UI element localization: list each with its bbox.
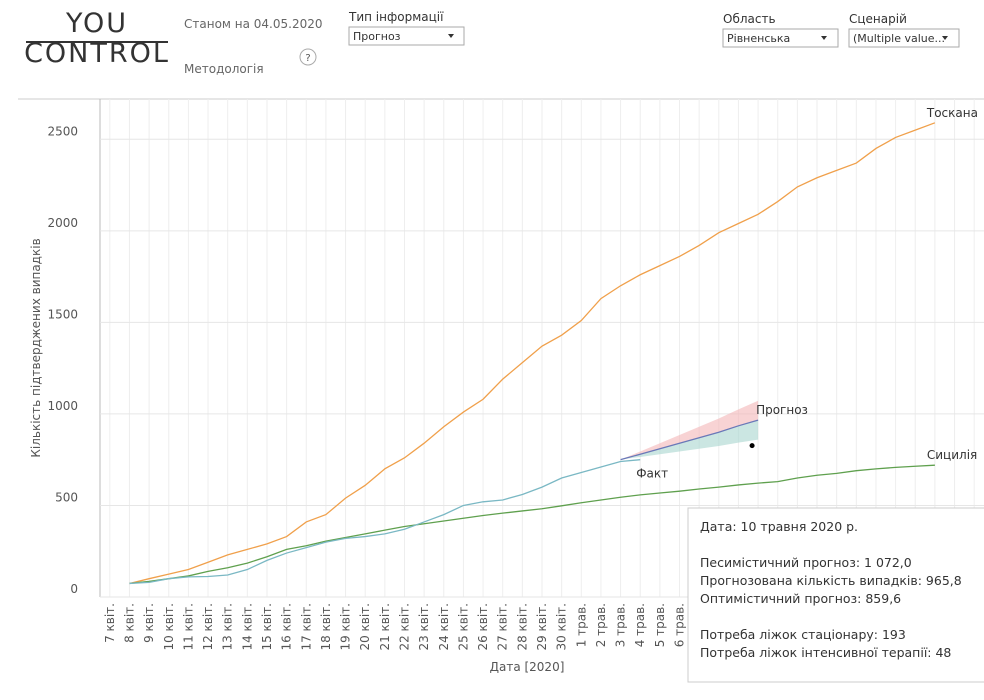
tooltip-line: Прогнозована кількість випадків: 965,8 xyxy=(700,573,962,588)
series-line xyxy=(129,122,936,585)
x-tick-label: 3 трав. xyxy=(614,603,628,647)
x-tick-label: 7 квіт. xyxy=(103,603,117,643)
series-label: Тоскана xyxy=(926,106,978,120)
x-tick-label: 22 квіт. xyxy=(397,603,411,651)
x-tick-label: 21 квіт. xyxy=(378,603,392,651)
x-tick-label: 18 квіт. xyxy=(319,603,333,651)
x-tick-label: 25 квіт. xyxy=(456,603,470,651)
x-tick-label: 23 квіт. xyxy=(417,603,431,651)
x-tick-label: 19 квіт. xyxy=(339,603,353,651)
hover-dot xyxy=(749,443,755,449)
dropdown-value: (Multiple value... xyxy=(853,32,945,45)
y-tick-label: 0 xyxy=(70,582,78,596)
y-tick-label: 500 xyxy=(55,490,78,504)
x-tick-label: 6 трав. xyxy=(673,603,687,647)
tooltip-line: Песимістичний прогноз: 1 072,0 xyxy=(700,555,912,570)
x-tick-label: 16 квіт. xyxy=(280,603,294,651)
series-label: Прогноз xyxy=(756,403,808,417)
x-tick-label: 9 квіт. xyxy=(142,603,156,643)
as-of: Станом на 04.05.2020 xyxy=(184,17,323,31)
filter-label: Область xyxy=(723,12,776,26)
dropdown-arrow xyxy=(821,36,827,40)
y-tick-label: 2500 xyxy=(47,124,78,138)
tooltip-box xyxy=(687,507,984,683)
tooltip-line: Потреба ліжок стаціонару: 193 xyxy=(700,627,906,642)
methodology[interactable]: Методологія xyxy=(184,62,264,76)
x-tick-label: 24 квіт. xyxy=(437,603,451,651)
dropdown[interactable] xyxy=(848,28,960,48)
x-tick-label: 15 квіт. xyxy=(260,603,274,651)
x-tick-label: 30 квіт. xyxy=(555,603,569,651)
x-tick-label: 2 трав. xyxy=(594,603,608,647)
logo: CONTROL xyxy=(24,38,170,69)
x-tick-label: 29 квіт. xyxy=(535,603,549,651)
series-label: Факт xyxy=(636,467,668,481)
x-tick-label: 20 квіт. xyxy=(358,603,372,651)
x-tick-label: 26 квіт. xyxy=(476,603,490,651)
x-tick-label: 14 квіт. xyxy=(240,603,254,651)
tooltip-line: Потреба ліжок інтенсивної терапії: 48 xyxy=(700,645,951,660)
filter-label: Сценарій xyxy=(849,12,907,26)
x-tick-label: 8 квіт. xyxy=(122,603,136,643)
x-tick-label: 10 квіт. xyxy=(162,603,176,651)
help-text: ? xyxy=(305,53,310,64)
x-tick-label: 28 квіт. xyxy=(515,603,529,651)
dropdown-arrow xyxy=(448,34,454,38)
y-tick-label: 1500 xyxy=(47,307,78,321)
x-tick-label: 11 квіт. xyxy=(181,603,195,651)
tooltip-line: Оптимістичний прогноз: 859,6 xyxy=(700,591,901,606)
x-tick-label: 4 трав. xyxy=(633,603,647,647)
tooltip-line: Дата: 10 травня 2020 р. xyxy=(700,519,858,534)
series-line xyxy=(620,419,759,461)
y-tick-label: 2000 xyxy=(47,216,78,230)
dropdown-arrow xyxy=(942,36,948,40)
dropdown-value: Рівненська xyxy=(727,32,790,45)
logo: YOU xyxy=(65,8,128,39)
x-tick-label: 13 квіт. xyxy=(221,603,235,651)
y-axis-label: Кількість підтверджених випадків xyxy=(29,238,43,457)
x-tick-label: 5 трав. xyxy=(653,603,667,647)
filter-label: Тип інформації xyxy=(348,10,444,24)
x-tick-label: 12 квіт. xyxy=(201,603,215,651)
dropdown-value: Прогноз xyxy=(353,30,401,43)
dropdown[interactable] xyxy=(722,28,839,48)
x-axis-label: Дата [2020] xyxy=(490,660,565,674)
series-line xyxy=(129,459,641,585)
help-icon[interactable] xyxy=(299,48,317,66)
x-tick-label: 17 квіт. xyxy=(299,603,313,651)
x-tick-label: 27 квіт. xyxy=(496,603,510,651)
y-tick-label: 1000 xyxy=(47,399,78,413)
x-tick-label: 1 трав. xyxy=(574,603,588,647)
series-line xyxy=(129,464,935,585)
series-label: Сицилія xyxy=(927,448,977,462)
dropdown[interactable] xyxy=(348,26,465,46)
tooltip: Дата: 10 травня 2020 р. Песимістичний про… xyxy=(687,507,984,683)
